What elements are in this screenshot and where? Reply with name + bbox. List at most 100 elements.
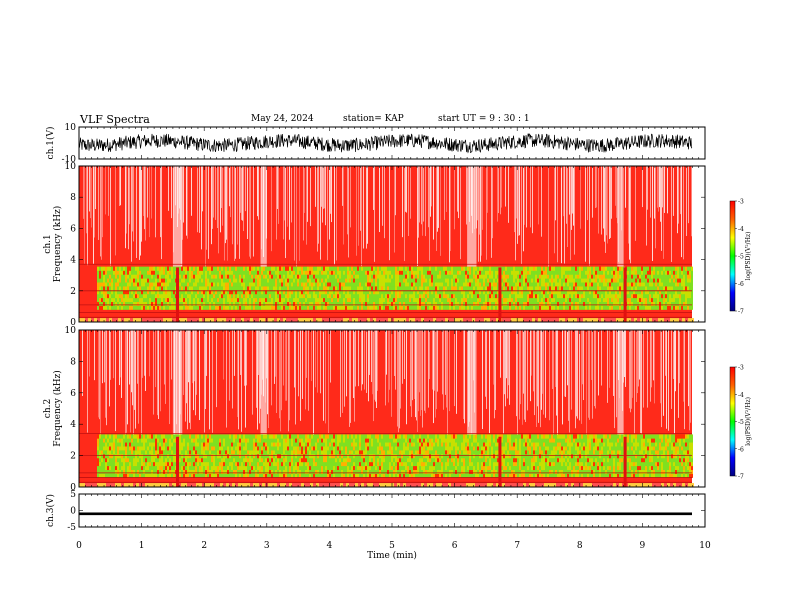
band-cell (629, 266, 631, 271)
band-cell (279, 305, 281, 310)
band-cell (251, 266, 253, 271)
band-cell (345, 297, 347, 303)
band-cell (321, 266, 323, 271)
band-cell (97, 282, 99, 287)
band-cell (153, 446, 155, 451)
band-cell (531, 274, 533, 279)
band-cell (215, 442, 217, 447)
spectrogram-streak (497, 166, 498, 222)
band-cell (691, 266, 693, 271)
band-cell (527, 290, 529, 295)
low-band-cell (379, 318, 382, 322)
band-cell (637, 290, 639, 295)
band-cell (407, 282, 409, 287)
band-cell (103, 442, 105, 447)
band-cell (195, 290, 197, 295)
band-cell (139, 266, 141, 271)
band-cell (113, 457, 115, 463)
band-cell (203, 290, 205, 295)
band-cell (437, 293, 439, 299)
band-cell (339, 293, 341, 299)
band-cell (429, 305, 431, 310)
band-cell (117, 270, 119, 275)
band-cell (665, 286, 667, 291)
band-cell (125, 297, 127, 303)
low-band-cell (112, 318, 115, 322)
band-cell (109, 454, 111, 459)
band-cell (471, 290, 473, 295)
band-cell (371, 305, 373, 310)
band-cell (425, 301, 427, 306)
low-band-cell (634, 318, 637, 322)
spectrogram-streak (276, 330, 277, 413)
band-cell (117, 434, 119, 439)
band-cell (269, 297, 271, 303)
band-cell (229, 446, 231, 451)
spectrogram-streak (136, 166, 137, 258)
band-cell (467, 270, 469, 275)
spectrogram-streak (241, 330, 242, 432)
band-cell (307, 266, 309, 271)
band-cell (237, 454, 239, 459)
band-cell (447, 293, 449, 299)
band-cell (663, 270, 665, 275)
band-cell (151, 278, 153, 283)
band-cell (187, 434, 189, 439)
band-cell (105, 278, 107, 283)
band-cell (479, 266, 481, 271)
band-cell (391, 266, 393, 271)
band-cell (587, 278, 589, 283)
band-cell (313, 297, 315, 303)
band-cell (347, 293, 349, 299)
band-cell (229, 290, 231, 295)
band-cell (481, 297, 483, 303)
spectrogram-streak (295, 330, 296, 425)
band-cell (187, 442, 189, 447)
band-cell (589, 305, 591, 310)
band-cell (211, 278, 213, 283)
band-cell (121, 465, 123, 471)
band-cell (455, 301, 457, 306)
band-cell (511, 274, 513, 279)
band-cell (251, 301, 253, 306)
band-cell (487, 293, 489, 299)
band-cell (355, 270, 357, 275)
band-cell (571, 270, 573, 275)
band-cell (291, 290, 293, 295)
band-cell (227, 434, 229, 439)
band-cell (219, 438, 221, 443)
band-cell (553, 305, 555, 310)
low-band-cell (229, 318, 232, 322)
band-cell (135, 450, 137, 455)
band-cell (133, 473, 135, 478)
band-cell (495, 270, 497, 275)
band-cell (433, 293, 435, 299)
band-cell (133, 274, 135, 279)
band-cell (239, 473, 241, 478)
band-cell (119, 473, 121, 478)
band-cell (413, 270, 415, 275)
band-cell (385, 293, 387, 299)
band-cell (237, 290, 239, 295)
spectrogram-streak (526, 166, 527, 228)
band-cell (451, 266, 453, 271)
band-cell (225, 305, 227, 310)
band-cell (139, 438, 141, 443)
band-cell (215, 450, 217, 455)
band-cell (379, 305, 381, 310)
spectrogram-streak (406, 330, 407, 425)
band-cell (333, 286, 335, 291)
low-band-cell (508, 318, 511, 322)
spectrogram-streak (555, 166, 556, 221)
band-cell (209, 442, 211, 447)
band-cell (179, 446, 181, 451)
band-cell (385, 270, 387, 275)
band-cell (227, 457, 229, 463)
band-cell (103, 465, 105, 471)
band-cell (489, 270, 491, 275)
band-cell (539, 282, 541, 287)
band-cell (107, 297, 109, 303)
band-cell (189, 446, 191, 451)
low-band-cell (613, 318, 616, 322)
band-cell (199, 274, 201, 279)
